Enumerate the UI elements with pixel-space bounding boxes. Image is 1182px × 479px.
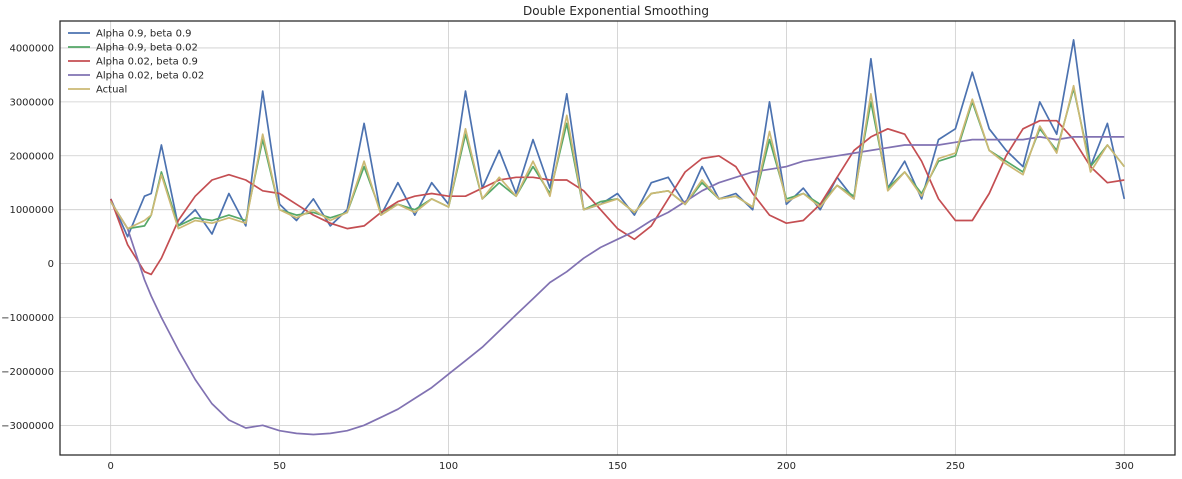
x-tick-label: 0 <box>107 461 113 472</box>
series-line-3 <box>109 119 1125 276</box>
x-tick-label: 150 <box>608 461 627 472</box>
x-tick-label: 200 <box>777 461 796 472</box>
series-line-1 <box>109 39 1126 238</box>
y-tick-label: −1000000 <box>1 313 54 324</box>
y-tick-label: 4000000 <box>9 43 54 54</box>
y-tick-label: 1000000 <box>9 205 54 216</box>
grid-lines <box>60 21 1175 455</box>
legend: Alpha 0.9, beta 0.9 Alpha 0.9, beta 0.02 A… <box>68 29 204 96</box>
series-line-2 <box>109 87 1125 230</box>
legend-entry-label: Actual <box>96 85 127 96</box>
y-tick-label: 0 <box>48 259 54 270</box>
legend-entry-label: Alpha 0.9, beta 0.02 <box>96 43 198 54</box>
y-tick-label: 3000000 <box>9 97 54 108</box>
y-tick-label: 2000000 <box>9 151 54 162</box>
legend-entry-label: Alpha 0.9, beta 0.9 <box>96 29 192 40</box>
x-tick-label: 300 <box>1115 461 1134 472</box>
legend-entry-label: Alpha 0.02, beta 0.9 <box>96 57 198 68</box>
x-tick-label: 50 <box>273 461 286 472</box>
y-tick-label: −2000000 <box>1 367 54 378</box>
x-tick-label: 100 <box>439 461 458 472</box>
x-tick-label: 250 <box>946 461 965 472</box>
y-tick-label: −3000000 <box>1 421 54 432</box>
legend-entry-label: Alpha 0.02, beta 0.02 <box>96 71 204 82</box>
series-line-4 <box>109 136 1125 436</box>
chart-title: Double Exponential Smoothing <box>523 4 709 18</box>
series-lines <box>109 39 1126 436</box>
plot-frame <box>59 20 1176 456</box>
tick-labels: 0 50 100 150 200 250 300 −3000000 −2000000 −10000… <box>1 43 1134 472</box>
series-line-5 <box>109 84 1125 230</box>
